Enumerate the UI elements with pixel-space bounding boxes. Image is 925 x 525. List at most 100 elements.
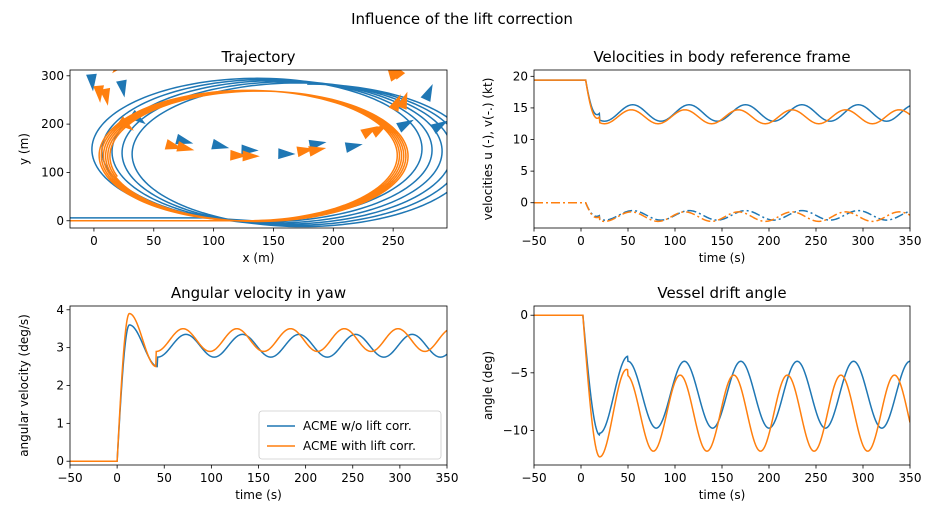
x-axis-label: x (m) xyxy=(243,251,275,265)
y-tick-label: 1 xyxy=(56,416,64,430)
legend: ACME w/o lift corr. ACME with lift corr. xyxy=(258,410,442,460)
trajectory-arrow xyxy=(221,2,239,13)
y-tick-label: 100 xyxy=(41,165,64,179)
yaw-line-2 xyxy=(70,312,447,462)
x-tick-label: 100 xyxy=(200,471,223,485)
trajectory-arrow xyxy=(393,70,406,80)
x-tick-label: 0 xyxy=(577,234,585,248)
y-tick-label: −10 xyxy=(503,423,528,437)
chart-title: Trajectory xyxy=(220,48,295,66)
trajectory-arrow xyxy=(109,41,125,57)
x-axis-label: time (s) xyxy=(699,488,746,502)
plot-area xyxy=(70,2,463,228)
x-tick-label: 0 xyxy=(113,471,121,485)
x-tick-label: 100 xyxy=(664,471,687,485)
trajectory-arrow xyxy=(370,124,388,138)
trajectory-arrow xyxy=(387,70,401,82)
trajectory-arrow xyxy=(411,50,425,67)
axes-frame xyxy=(69,305,448,466)
trajectory-arrow xyxy=(332,10,350,21)
trajectory-arrow xyxy=(410,28,428,39)
y-tick-label: 10 xyxy=(513,133,528,147)
y-tick-label: 0 xyxy=(56,214,64,228)
x-tick-label: 250 xyxy=(805,234,828,248)
x-tick-label: 150 xyxy=(247,471,270,485)
velocity-line-3 xyxy=(534,201,910,221)
drift-line-2 xyxy=(534,314,910,458)
axes-frame xyxy=(533,69,911,229)
trajectory-arrow xyxy=(308,146,327,157)
x-tick-label: 150 xyxy=(711,234,734,248)
trajectory-arrow xyxy=(287,24,305,35)
x-tick-label: 200 xyxy=(294,471,317,485)
trajectory-arrow xyxy=(396,91,408,110)
y-axis-label: velocities u (-), v(-.) (kt) xyxy=(481,78,495,221)
x-tick-label: 0 xyxy=(90,234,98,248)
trajectory-arrow xyxy=(245,6,263,17)
trajectory-arrow xyxy=(452,84,463,102)
plot-area xyxy=(70,312,447,462)
trajectory-line-2 xyxy=(70,89,409,223)
chart-panel-3: Vessel drift angle−50 0 50 100 150 200 250 300 3… xyxy=(481,284,921,502)
x-tick-label: 200 xyxy=(758,234,781,248)
drift-line-1 xyxy=(534,314,910,437)
plot-area xyxy=(534,314,910,458)
y-tick-label: 3 xyxy=(56,341,64,355)
trajectory-arrow xyxy=(396,119,414,133)
trajectory-arrow xyxy=(438,52,453,69)
x-tick-label: 300 xyxy=(388,471,411,485)
x-tick-label: 100 xyxy=(664,234,687,248)
trajectory-arrow xyxy=(216,21,234,32)
x-tick-label: 300 xyxy=(852,234,875,248)
figure-suptitle: Influence of the lift correction xyxy=(351,10,573,28)
y-tick-label: 15 xyxy=(513,101,528,115)
x-tick-label: 50 xyxy=(146,234,161,248)
trajectory-arrow xyxy=(211,138,230,150)
trajectory-arrow xyxy=(420,84,433,102)
y-tick-label: −5 xyxy=(510,366,528,380)
x-tick-label: 200 xyxy=(322,234,345,248)
chart-panel-0: Trajectory 0 50 100 150 200 250 0 100 200 300 x (m)… xyxy=(17,2,463,265)
trajectory-arrow xyxy=(230,149,248,161)
trajectory-arrow xyxy=(308,7,326,18)
yaw-line-1 xyxy=(70,324,447,462)
chart-title: Angular velocity in yaw xyxy=(171,284,346,302)
axes-frame xyxy=(69,69,448,229)
x-tick-label: 150 xyxy=(262,234,285,248)
y-tick-label: 2 xyxy=(56,379,64,393)
trajectory-arrow xyxy=(430,120,447,135)
trajectory-arrow xyxy=(107,70,108,71)
y-tick-label: 0 xyxy=(56,454,64,468)
x-tick-label: 300 xyxy=(852,471,875,485)
trajectory-arrow xyxy=(242,150,260,162)
legend-label-1: ACME w/o lift corr. xyxy=(303,419,412,433)
x-tick-label: 100 xyxy=(202,234,225,248)
trajectory-arrow xyxy=(349,41,367,53)
trajectory-arrow xyxy=(165,17,183,28)
y-tick-label: 0 xyxy=(520,196,528,210)
trajectory-arrow xyxy=(116,116,134,131)
trajectory-arrow xyxy=(151,32,169,43)
trajectory-arrow xyxy=(175,133,194,145)
chart-title: Vessel drift angle xyxy=(657,284,786,302)
x-tick-label: 250 xyxy=(805,471,828,485)
x-tick-label: −50 xyxy=(521,234,546,248)
chart-panel-2: Angular velocity in yaw −50 0 50 100 150 200 25… xyxy=(17,284,458,502)
x-tick-label: −50 xyxy=(521,471,546,485)
trajectory-arrow xyxy=(116,79,127,98)
y-tick-label: 4 xyxy=(56,303,64,317)
trajectory-arrow xyxy=(99,87,111,106)
y-axis-label: y (m) xyxy=(17,133,31,165)
trajectory-line-1 xyxy=(70,77,447,228)
y-tick-label: 20 xyxy=(513,69,528,83)
velocity-line-1 xyxy=(534,79,910,122)
x-axis-label: time (s) xyxy=(699,251,746,265)
y-tick-label: 200 xyxy=(41,117,64,131)
x-tick-label: 200 xyxy=(758,471,781,485)
axes-frame xyxy=(533,305,911,466)
trajectory-arrow xyxy=(112,70,118,74)
trajectory-arrow xyxy=(344,142,363,153)
y-tick-label: 300 xyxy=(41,69,64,83)
trajectory-arrow xyxy=(287,24,305,35)
